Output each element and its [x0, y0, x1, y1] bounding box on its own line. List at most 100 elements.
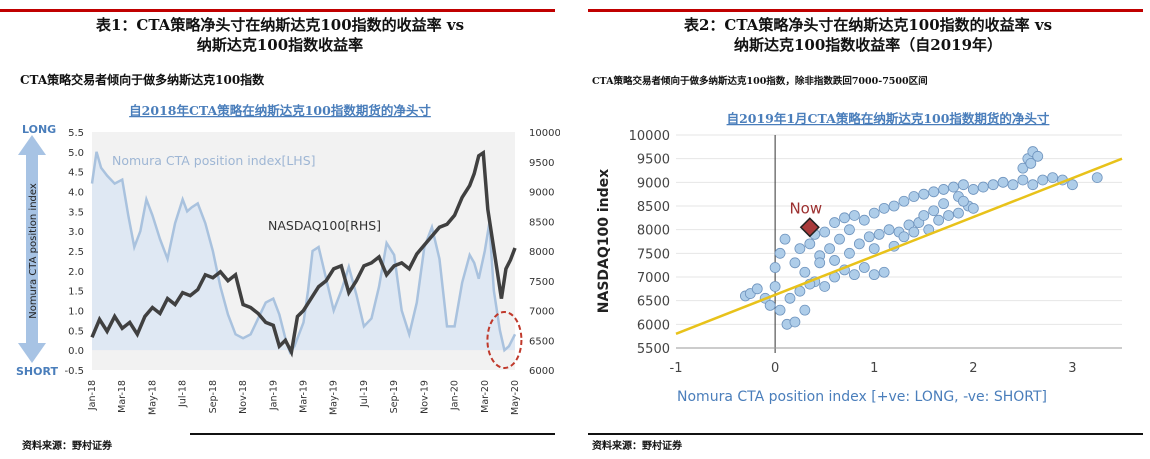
left-tick-label: 0.5	[68, 326, 84, 337]
scatter-point	[873, 228, 885, 240]
right-tick-label: 8500	[529, 217, 554, 228]
x-tick-label: Mar-19	[299, 380, 310, 413]
right-tick-label: 7500	[529, 277, 554, 288]
scatter-point	[799, 304, 811, 316]
x-tick-label: May-20	[510, 380, 521, 415]
scatter-point	[819, 226, 831, 238]
right-subtitle: CTA策略交易者倾向于做多纳斯达克100指数，除非指数跌回7000-7500区间	[592, 76, 928, 87]
left-panel: 表1：CTA策略净头寸在纳斯达克100指数的收益率 vs 纳斯达克100指数收益…	[0, 0, 560, 459]
scatter-point	[1091, 172, 1103, 183]
chart-title: 自2018年CTA策略在纳斯达克100指数期货的净头寸	[129, 103, 431, 118]
cta-area	[92, 151, 515, 353]
y-axis-label: Nomura CTA position index	[28, 183, 39, 319]
scatter-point	[987, 179, 999, 191]
bottom-rule	[190, 433, 555, 435]
left-tick-label: 5.5	[68, 128, 84, 139]
x-tick-label: Nov-18	[238, 380, 249, 414]
scatter-point	[829, 217, 840, 228]
scatter-point	[848, 269, 860, 281]
right-source: 资料来源：野村证券	[592, 441, 682, 452]
x-tick-label: May-19	[329, 380, 340, 415]
scatter-point	[1007, 179, 1019, 191]
scatter-point	[948, 181, 959, 193]
scatter-point	[844, 224, 855, 236]
y-tick-label: 5500	[637, 342, 670, 357]
left-tick-label: 1.5	[68, 287, 84, 298]
arrow-shaft	[26, 151, 38, 345]
right-chart: 自2019年1月CTA策略在纳斯达克100指数期货的净头寸 10000 9500 90…	[596, 111, 1123, 405]
scatter-point	[898, 231, 910, 243]
left-tick-label: 0.0	[68, 346, 84, 357]
scatter-point	[784, 292, 796, 304]
scatter-point	[933, 214, 945, 226]
left-title-line2: 纳斯达克100指数收益率	[196, 36, 364, 54]
scatter-point	[938, 184, 950, 195]
left-chart: 自2018年CTA策略在纳斯达克100指数期货的净头寸 Nomura CTA po…	[16, 103, 560, 415]
x-tick-label: Jul-18	[178, 380, 189, 408]
scatter-point	[829, 255, 840, 266]
right-tick-label: 8000	[529, 247, 554, 258]
scatter-point	[769, 281, 781, 292]
scatter-point	[839, 212, 850, 224]
left-tick-label: 3.0	[68, 227, 84, 238]
scatter-point	[769, 262, 781, 273]
x-tick-label: 0	[771, 361, 779, 376]
y-tick-label: 6500	[637, 295, 670, 310]
scatter-point	[814, 257, 826, 269]
left-source: 资料来源：野村证券	[22, 441, 112, 452]
highlight-ellipse	[486, 311, 523, 369]
scatter-point	[799, 266, 811, 278]
x-axis-label: Nomura CTA position index [+ve: LONG, -v…	[677, 389, 1047, 405]
scatter-point	[958, 179, 969, 191]
scatter-point	[878, 202, 890, 214]
scatter-point	[834, 233, 845, 245]
scatter-point	[863, 231, 875, 243]
y-tick-label: 7500	[637, 247, 670, 262]
y-tick-label: 7000	[637, 271, 670, 286]
x-tick-label: Sep-19	[389, 380, 400, 413]
left-title: 表1：CTA策略净头寸在纳斯达克100指数的收益率 vs 纳斯达克100指数收益…	[0, 15, 560, 55]
left-tick-label: 4.0	[68, 188, 84, 199]
cta-line	[90, 151, 517, 355]
left-tick-label: 1.0	[68, 307, 84, 318]
x-tick-label: Sep-18	[208, 380, 219, 413]
scatter-point	[1047, 172, 1059, 183]
left-subtitle: CTA策略交易者倾向于做多纳斯达克100指数	[20, 73, 265, 87]
scatter-point	[804, 238, 816, 250]
scatter-point	[848, 210, 860, 221]
nasdaq-series-label: NASDAQ100[RHS]	[268, 218, 381, 233]
x-tick-label: Nov-19	[419, 380, 430, 414]
scatter-point	[751, 283, 763, 295]
x-tick-label: Jul-19	[359, 380, 370, 408]
right-panel: 表2：CTA策略净头寸在纳斯达克100指数的收益率 vs 纳斯达克100指数收益…	[588, 0, 1148, 459]
x-tick-label: Mar-18	[117, 380, 128, 413]
trend-line	[675, 157, 1123, 335]
left-tick-label: -0.5	[64, 366, 84, 377]
now-label: Now	[789, 199, 822, 217]
y-tick-label: 9500	[637, 153, 670, 168]
scatter-point	[943, 210, 954, 221]
scatter-point	[868, 207, 880, 219]
x-tick-label: 2	[969, 361, 977, 376]
scatter-point	[844, 247, 855, 259]
scatter-point	[1025, 158, 1037, 169]
scatter-point	[1037, 174, 1049, 186]
cta-series-label: Nomura CTA position index[LHS]	[112, 153, 316, 168]
scatter-point	[908, 226, 920, 238]
scatter-point	[868, 243, 880, 255]
y-tick-label: 8000	[637, 224, 670, 239]
bottom-rule	[588, 433, 1143, 435]
chart-title: 自2019年1月CTA策略在纳斯达克100指数期货的净头寸	[727, 111, 1050, 126]
arrow-up-head	[18, 135, 46, 155]
right-tick-label: 9000	[529, 188, 554, 199]
x-tick-label: May-18	[147, 380, 158, 415]
y-tick-label: 8500	[637, 200, 670, 215]
scatter-point	[1027, 179, 1039, 191]
scatter-point	[918, 210, 930, 221]
scatter-point	[977, 181, 989, 193]
scatter-point	[853, 238, 865, 250]
scatter-point	[1067, 179, 1078, 191]
scatter-point	[953, 207, 964, 219]
left-tick-label: 2.5	[68, 247, 84, 258]
x-tick-label: 1	[870, 361, 878, 376]
